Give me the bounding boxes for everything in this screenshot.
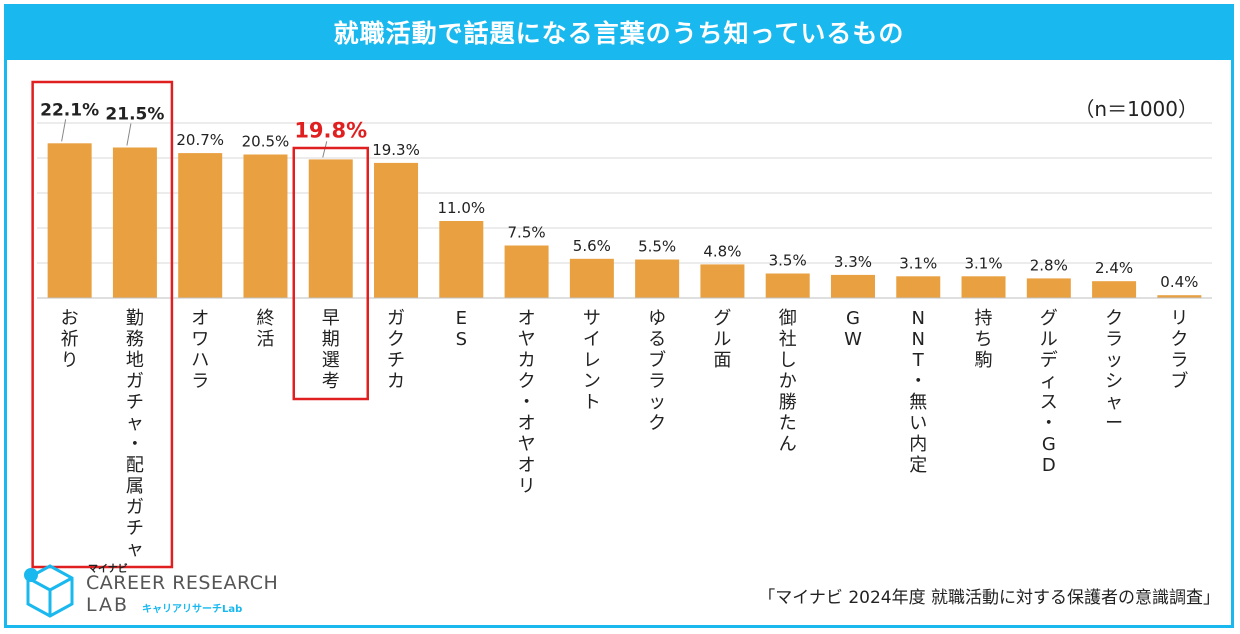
value-label-12: 3.3% <box>834 253 872 271</box>
bar-2 <box>178 153 223 298</box>
bar-9 <box>635 259 680 298</box>
chart-title: 就職活動で話題になる言葉のうち知っているもの <box>4 4 1234 60</box>
bar-14 <box>961 276 1006 298</box>
career-research-lab-logo: マイナビ CAREER RESEARCH LAB キャリアリサーチLab <box>20 558 290 618</box>
value-label-4: 19.8% <box>294 118 367 142</box>
category-label-8: サイレント <box>583 308 601 413</box>
bar-16 <box>1092 281 1137 298</box>
value-label-13: 3.1% <box>899 254 937 272</box>
value-label-11: 3.5% <box>769 252 807 270</box>
category-label-13: N N T ・無い内定 <box>909 308 927 476</box>
source-note: 「マイナビ 2024年度 就職活動に対する保護者の意識調査」 <box>758 588 1220 608</box>
value-label-5: 19.3% <box>372 141 420 159</box>
bar-8 <box>569 258 614 298</box>
bar-10 <box>700 264 745 298</box>
bar-15 <box>1026 278 1071 298</box>
category-label-11: 御社しか勝たん <box>779 308 797 455</box>
bar-7 <box>504 245 549 298</box>
bar-17 <box>1157 295 1202 298</box>
category-label-16: クラッシャー <box>1105 308 1123 434</box>
category-label-10: グル面 <box>713 308 731 371</box>
value-label-8: 5.6% <box>573 237 611 255</box>
category-label-2: オワハラ <box>191 308 209 392</box>
category-label-9: ゆるブラック <box>648 308 666 434</box>
value-label-7: 7.5% <box>508 224 546 242</box>
bar-12 <box>830 274 875 298</box>
category-label-5: ガクチカ <box>387 308 405 392</box>
label-leader-4 <box>322 141 328 158</box>
value-label-3: 20.5% <box>242 133 290 151</box>
label-leader-1 <box>126 123 132 146</box>
category-label-17: リクラブ <box>1170 308 1188 392</box>
value-label-6: 11.0% <box>437 199 485 217</box>
bar-4 <box>308 159 353 298</box>
bar-3 <box>243 154 288 298</box>
value-label-9: 5.5% <box>638 238 676 256</box>
highlight-box-0 <box>31 80 174 569</box>
value-label-14: 3.1% <box>964 254 1002 272</box>
highlight-box-1 <box>292 146 369 401</box>
cube-logo-icon <box>24 564 74 618</box>
value-label-15: 2.8% <box>1030 256 1068 274</box>
bar-6 <box>439 221 484 298</box>
logo-sub: キャリアリサーチLab <box>142 604 243 615</box>
category-label-4: 早期選考 <box>322 308 340 392</box>
category-label-15: グルディス・ G D <box>1040 308 1058 476</box>
logo-brand: マイナビ <box>88 564 128 575</box>
value-label-16: 2.4% <box>1095 259 1133 277</box>
logo-line2: LAB <box>86 594 130 616</box>
category-label-3: 終活 <box>256 308 274 350</box>
value-label-0: 22.1% <box>40 100 99 120</box>
sample-size-note: （n＝1000） <box>1074 97 1198 121</box>
value-label-1: 21.5% <box>105 105 164 125</box>
category-label-0: お祈り <box>61 308 79 371</box>
label-leader-0 <box>61 119 67 142</box>
bar-5 <box>374 162 419 298</box>
bar-1 <box>112 147 157 298</box>
logo-line1: CAREER RESEARCH <box>86 572 279 594</box>
bar-13 <box>896 276 941 298</box>
value-label-2: 20.7% <box>176 131 224 149</box>
value-label-17: 0.4% <box>1160 273 1198 291</box>
value-label-10: 4.8% <box>703 242 741 260</box>
bar-11 <box>765 273 810 298</box>
category-label-14: 持ち駒 <box>975 308 993 371</box>
bar-0 <box>47 143 92 298</box>
category-label-7: オヤカク・オヤオリ <box>518 308 536 497</box>
category-label-1: 勤務地ガチャ・配属ガチャ <box>126 308 144 560</box>
